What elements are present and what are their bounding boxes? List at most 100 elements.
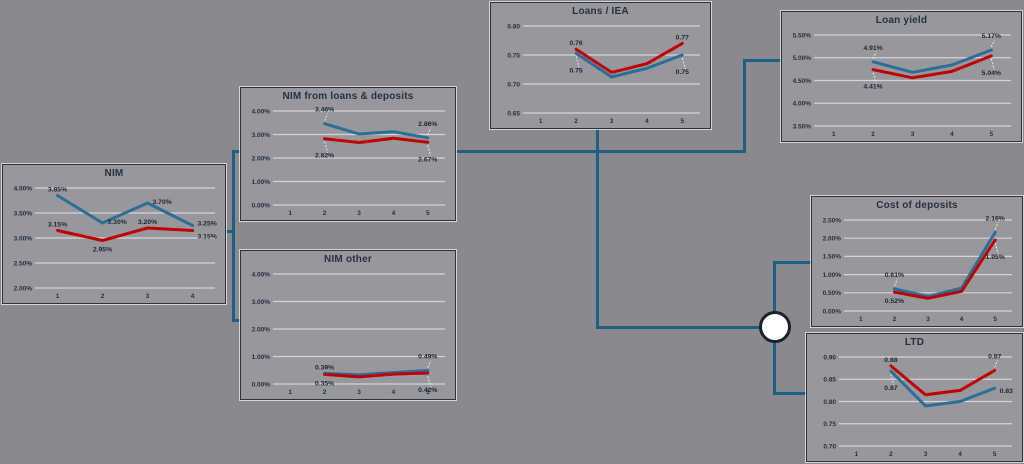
panel-loans-iea[interactable]: Loans / IEA 0.80 0.75 0.70 0.65 1 2 3 4 5 0.76 0.7… xyxy=(490,2,711,129)
connector-segment xyxy=(456,150,746,153)
svg-text:2.16%: 2.16% xyxy=(986,215,1005,222)
svg-text:4.91%: 4.91% xyxy=(863,45,882,52)
panel-nim[interactable]: NIM 4.00% 3.50% 3.00% 2.50% 2.00% 1 2 3 4 3.85% 3.… xyxy=(2,164,226,304)
connector-segment xyxy=(596,129,599,153)
svg-text:2.00%: 2.00% xyxy=(252,155,271,162)
svg-text:3.20%: 3.20% xyxy=(138,219,157,226)
svg-text:1: 1 xyxy=(288,389,292,396)
connector-segment xyxy=(596,150,599,329)
svg-text:1.95%: 1.95% xyxy=(986,254,1005,261)
svg-text:0.65: 0.65 xyxy=(507,110,520,117)
svg-text:1: 1 xyxy=(854,451,858,458)
svg-text:3.15%: 3.15% xyxy=(48,222,67,229)
svg-text:5: 5 xyxy=(680,118,684,125)
svg-text:2: 2 xyxy=(101,293,105,300)
connector-segment xyxy=(743,59,746,153)
svg-text:4: 4 xyxy=(958,451,962,458)
panel-ltd[interactable]: LTD 0.90 0.85 0.80 0.75 0.70 1 2 3 4 5 0.88 0.87 0.8… xyxy=(806,333,1023,462)
svg-text:4.00%: 4.00% xyxy=(14,185,33,192)
svg-text:5: 5 xyxy=(993,316,997,323)
svg-text:4: 4 xyxy=(191,293,195,300)
svg-text:0.76: 0.76 xyxy=(569,40,582,47)
svg-text:0.39%: 0.39% xyxy=(315,364,334,371)
svg-text:0.75: 0.75 xyxy=(823,421,836,428)
svg-text:2: 2 xyxy=(889,451,893,458)
svg-text:3.50%: 3.50% xyxy=(793,123,812,130)
connector-segment xyxy=(232,150,241,153)
svg-text:0.35%: 0.35% xyxy=(315,380,334,387)
svg-text:0.75: 0.75 xyxy=(507,52,520,59)
svg-text:2.82%: 2.82% xyxy=(315,153,334,160)
svg-text:0.75: 0.75 xyxy=(676,69,689,76)
svg-text:0.88: 0.88 xyxy=(884,357,897,364)
svg-text:3: 3 xyxy=(911,131,915,138)
connector-segment xyxy=(773,261,811,264)
connector-segment xyxy=(596,326,762,329)
panel-loan-yield[interactable]: Loan yield 5.50% 5.00% 4.50% 4.00% 3.50% 1 2 3 4… xyxy=(781,11,1022,142)
cost-of-deposits-chart: 2.50% 2.00% 1.50% 1.00% 0.50% 0.00% 1 2 3 4 5 0.61%… xyxy=(823,215,1012,323)
svg-text:3: 3 xyxy=(924,451,928,458)
nim-loans-deposits-chart: 4.00% 3.00% 2.00% 1.00% 0.00% 1 2 3 4 5 3.46% 2.86%… xyxy=(252,107,445,217)
chart-title: NIM xyxy=(104,168,124,179)
svg-text:3.00%: 3.00% xyxy=(14,235,33,242)
svg-text:1: 1 xyxy=(56,293,60,300)
svg-text:5.17%: 5.17% xyxy=(982,33,1001,40)
ltd-chart: 0.90 0.85 0.80 0.75 0.70 1 2 3 4 5 0.88 0.87 0.87 0.8… xyxy=(823,353,1013,458)
svg-text:5.50%: 5.50% xyxy=(793,32,812,39)
svg-text:0.85: 0.85 xyxy=(823,377,836,384)
chart-title: NIM other xyxy=(324,254,372,265)
svg-text:4: 4 xyxy=(392,389,396,396)
svg-text:3.00%: 3.00% xyxy=(252,299,271,306)
connector-segment xyxy=(773,261,776,314)
svg-text:3: 3 xyxy=(146,293,150,300)
svg-text:4.00%: 4.00% xyxy=(252,108,271,115)
svg-text:0.42%: 0.42% xyxy=(418,387,437,394)
svg-text:4.00%: 4.00% xyxy=(793,101,812,108)
svg-text:2.00%: 2.00% xyxy=(252,326,271,333)
svg-text:3.70%: 3.70% xyxy=(153,199,172,206)
svg-text:3: 3 xyxy=(610,118,614,125)
svg-text:0.52%: 0.52% xyxy=(885,298,904,305)
svg-text:0.87: 0.87 xyxy=(884,385,897,392)
svg-text:2: 2 xyxy=(323,389,327,396)
svg-text:0.70: 0.70 xyxy=(507,81,520,88)
svg-text:4.00%: 4.00% xyxy=(252,271,271,278)
svg-text:3.00%: 3.00% xyxy=(252,132,271,139)
loan-yield-chart: 5.50% 5.00% 4.50% 4.00% 3.50% 1 2 3 4 5 4.91% 5.17%… xyxy=(793,32,1011,138)
svg-text:1: 1 xyxy=(288,210,292,217)
svg-text:5.04%: 5.04% xyxy=(982,70,1001,77)
svg-text:4.41%: 4.41% xyxy=(863,84,882,91)
svg-text:3: 3 xyxy=(357,389,361,396)
svg-text:2.00%: 2.00% xyxy=(14,285,33,292)
panel-nim-loans-deposits[interactable]: NIM from loans & deposits 4.00% 3.00% 2.00… xyxy=(240,87,456,221)
svg-text:2.50%: 2.50% xyxy=(14,260,33,267)
svg-text:5: 5 xyxy=(426,210,430,217)
svg-text:5: 5 xyxy=(989,131,993,138)
svg-text:1.00%: 1.00% xyxy=(252,179,271,186)
panel-cost-of-deposits[interactable]: Cost of deposits 2.50% 2.00% 1.50% 1.00% 0.5… xyxy=(811,196,1023,327)
connector-segment xyxy=(743,59,781,62)
svg-text:5: 5 xyxy=(993,451,997,458)
svg-text:2.00%: 2.00% xyxy=(823,236,842,243)
svg-text:1.50%: 1.50% xyxy=(823,254,842,261)
svg-text:0.61%: 0.61% xyxy=(885,272,904,279)
svg-text:0.00%: 0.00% xyxy=(252,202,271,209)
svg-text:0.00%: 0.00% xyxy=(252,381,271,388)
svg-text:0.75: 0.75 xyxy=(569,67,582,74)
svg-text:3.85%: 3.85% xyxy=(48,187,67,194)
connector-segment xyxy=(232,150,235,322)
svg-text:2: 2 xyxy=(574,118,578,125)
nim-other-chart: 4.00% 3.00% 2.00% 1.00% 0.00% 1 2 3 4 5 0.39% 0.49%… xyxy=(252,271,445,396)
svg-text:2: 2 xyxy=(893,316,897,323)
svg-text:1.00%: 1.00% xyxy=(823,272,842,279)
svg-text:2.86%: 2.86% xyxy=(418,121,437,128)
svg-text:0.77: 0.77 xyxy=(676,34,689,41)
svg-text:3: 3 xyxy=(357,210,361,217)
svg-text:2.67%: 2.67% xyxy=(418,156,437,163)
chart-title: Loans / IEA xyxy=(572,6,629,17)
svg-text:2.50%: 2.50% xyxy=(823,217,842,224)
svg-text:2.95%: 2.95% xyxy=(93,247,112,254)
panel-nim-other[interactable]: NIM other 4.00% 3.00% 2.00% 1.00% 0.00% 1 2 3 4 5… xyxy=(240,250,456,400)
svg-text:4: 4 xyxy=(960,316,964,323)
